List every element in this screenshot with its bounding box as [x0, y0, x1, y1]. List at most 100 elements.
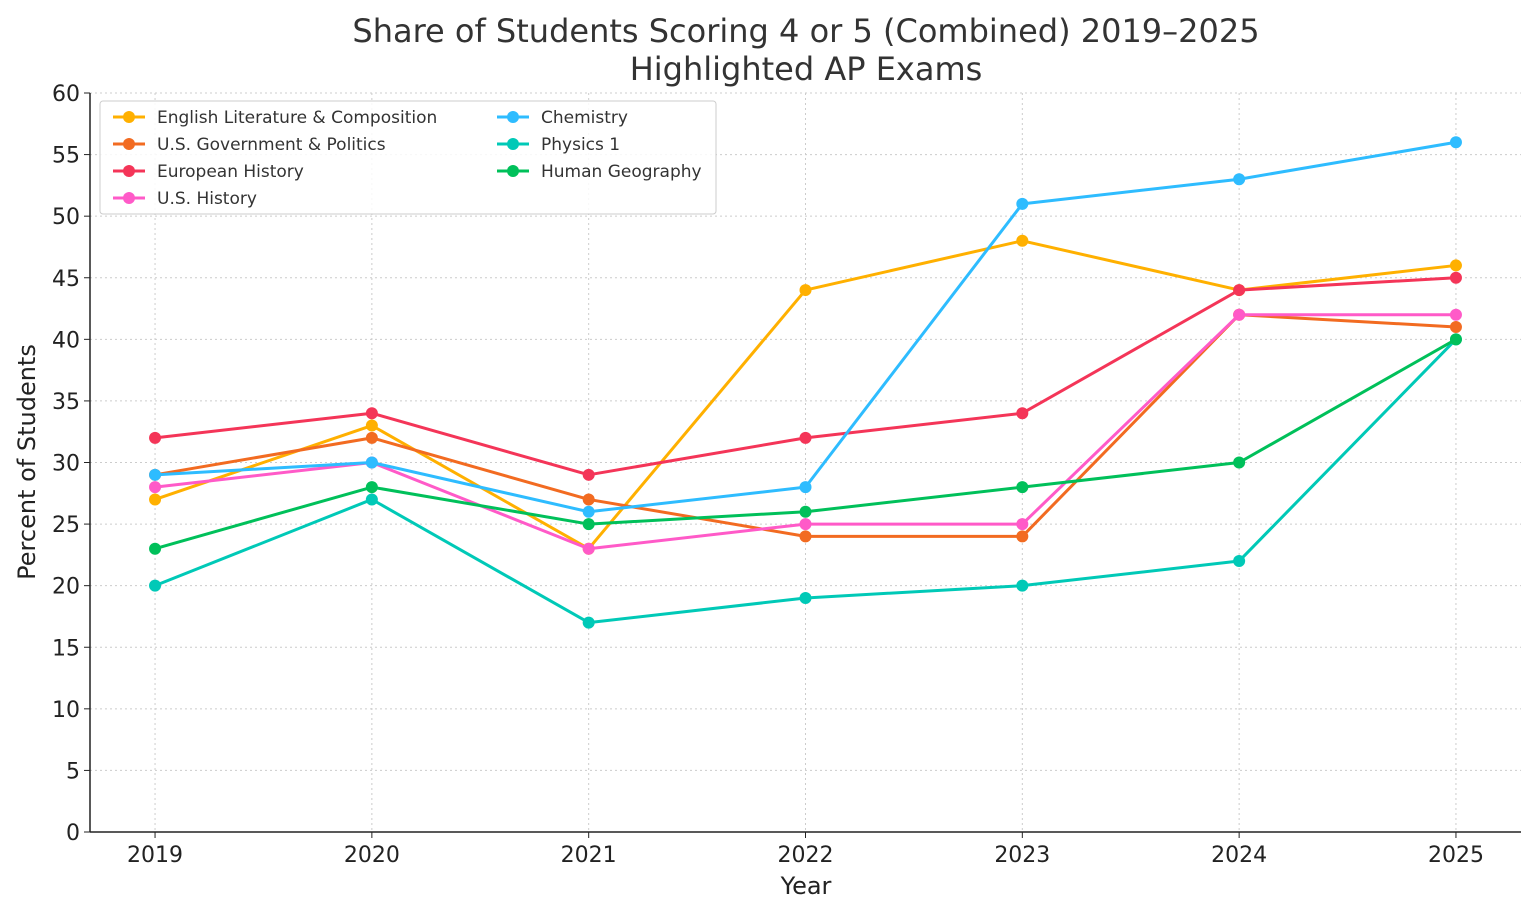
data-point	[582, 616, 595, 629]
legend-label: U.S. History	[157, 189, 257, 209]
y-tick-label: 60	[52, 82, 80, 107]
data-point	[1233, 308, 1246, 321]
y-tick-label: 40	[52, 328, 80, 353]
data-point	[1449, 259, 1462, 272]
data-point	[1449, 321, 1462, 334]
x-tick-label: 2025	[1428, 843, 1484, 868]
y-tick-label: 15	[52, 636, 80, 661]
series-european-history	[149, 271, 1462, 481]
data-point	[365, 456, 378, 469]
data-point	[799, 431, 812, 444]
chart-subtitle: Highlighted AP Exams	[630, 50, 983, 88]
legend: English Literature & Composition U.S. Gov…	[99, 100, 717, 215]
data-point	[365, 419, 378, 432]
legend-label: European History	[157, 162, 304, 182]
data-point	[582, 505, 595, 518]
data-point	[799, 505, 812, 518]
legend-marker	[507, 165, 519, 177]
y-tick-label: 25	[52, 513, 80, 538]
legend-label: Physics 1	[541, 135, 620, 155]
legend-marker	[123, 138, 135, 150]
y-tick-label: 5	[66, 759, 80, 784]
legend-box	[99, 100, 717, 215]
x-tick-label: 2024	[1211, 843, 1267, 868]
legend-marker	[123, 165, 135, 177]
x-tick-label: 2023	[994, 843, 1050, 868]
data-point	[149, 579, 162, 592]
data-point	[799, 481, 812, 494]
legend-label: Human Geography	[541, 162, 702, 182]
x-tick-label: 2019	[127, 843, 183, 868]
data-point	[149, 493, 162, 506]
data-point	[582, 542, 595, 555]
series-chemistry	[149, 136, 1462, 518]
data-point	[1449, 333, 1462, 346]
legend-item: Human Geography	[497, 162, 702, 182]
legend-marker	[507, 111, 519, 123]
data-point	[149, 468, 162, 481]
data-point	[149, 431, 162, 444]
y-tick-label: 0	[66, 821, 80, 846]
y-tick-label: 20	[52, 575, 80, 600]
legend-item: U.S. History	[113, 189, 257, 209]
y-tick-label: 35	[52, 390, 80, 415]
data-point	[799, 518, 812, 531]
data-point	[1016, 234, 1029, 247]
data-point	[1016, 579, 1029, 592]
legend-label: English Literature & Composition	[157, 108, 437, 128]
data-point	[1233, 173, 1246, 186]
legend-item: Physics 1	[497, 135, 620, 155]
x-axis-label: Year	[780, 872, 832, 900]
series-line	[154, 276, 1457, 477]
data-point	[1233, 456, 1246, 469]
legend-item: English Literature & Composition	[113, 108, 437, 128]
data-point	[1016, 518, 1029, 531]
x-tick-label: 2020	[344, 843, 400, 868]
series-group	[149, 136, 1462, 629]
data-point	[1233, 284, 1246, 297]
data-point	[1449, 136, 1462, 149]
data-point	[149, 542, 162, 555]
data-point	[365, 431, 378, 444]
series-human-geography	[149, 333, 1462, 555]
legend-label: U.S. Government & Politics	[157, 135, 386, 155]
y-tick-label: 10	[52, 698, 80, 723]
chart-title: Share of Students Scoring 4 or 5 (Combin…	[352, 12, 1259, 50]
data-point	[365, 481, 378, 494]
y-axis-label: Percent of Students	[13, 344, 41, 580]
data-point	[1016, 197, 1029, 210]
y-tick-label: 45	[52, 267, 80, 292]
grid	[90, 92, 1521, 833]
x-tick-label: 2022	[778, 843, 834, 868]
legend-marker	[123, 111, 135, 123]
data-point	[1016, 407, 1029, 420]
data-point	[799, 591, 812, 604]
data-point	[1449, 308, 1462, 321]
legend-item: U.S. Government & Politics	[113, 135, 386, 155]
legend-label: Chemistry	[541, 108, 628, 128]
y-tick-label: 50	[52, 205, 80, 230]
series-line	[154, 338, 1458, 625]
legend-marker	[507, 138, 519, 150]
data-point	[365, 493, 378, 506]
legend-item: Chemistry	[497, 108, 628, 128]
data-point	[1016, 481, 1029, 494]
x-tick-label: 2021	[561, 843, 617, 868]
y-tick-label: 55	[52, 144, 80, 169]
data-point	[1233, 555, 1246, 568]
data-point	[799, 530, 812, 543]
data-point	[582, 468, 595, 481]
series-u-s-history	[149, 308, 1462, 555]
legend-marker	[123, 192, 135, 204]
y-tick-label: 30	[52, 452, 80, 477]
data-point	[799, 284, 812, 297]
data-point	[1449, 271, 1462, 284]
data-point	[365, 407, 378, 420]
data-point	[582, 493, 595, 506]
legend-item: European History	[113, 162, 304, 182]
data-point	[582, 518, 595, 531]
data-point	[1016, 530, 1029, 543]
data-point	[149, 481, 162, 494]
